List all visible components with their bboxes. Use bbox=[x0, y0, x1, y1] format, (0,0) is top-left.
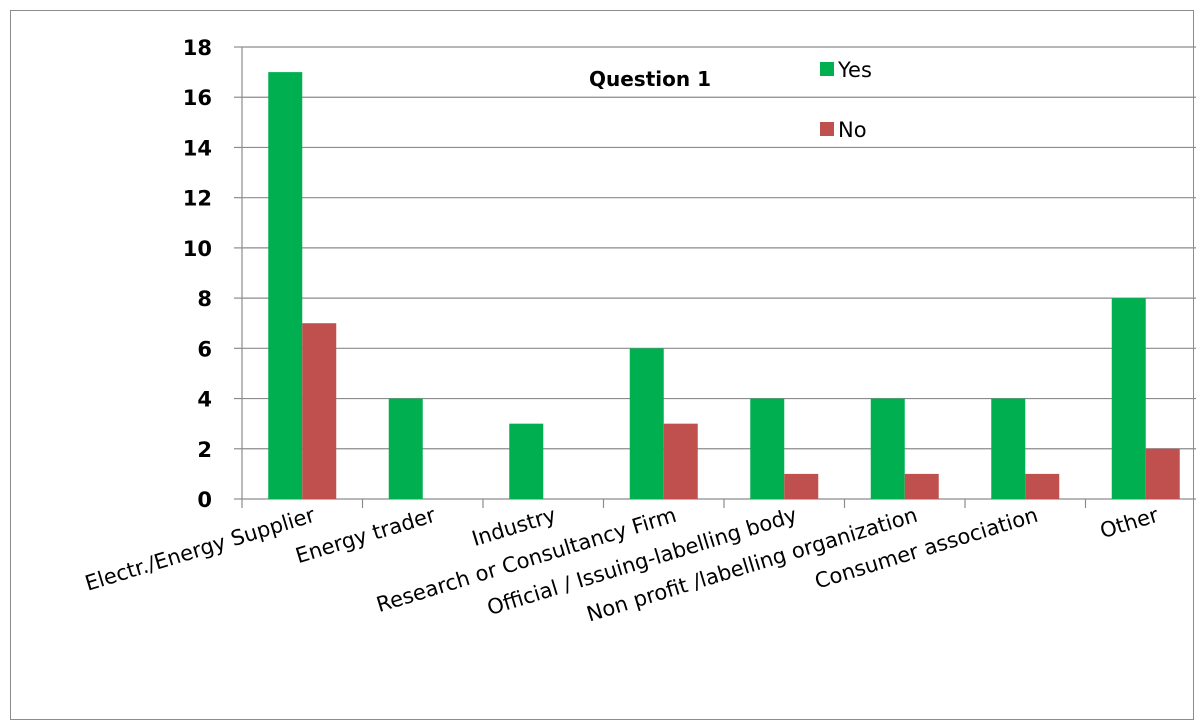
axes bbox=[234, 46, 1196, 508]
bar-no-4 bbox=[784, 473, 819, 499]
bar-yes-6 bbox=[991, 398, 1026, 499]
bar-yes-1 bbox=[388, 398, 423, 499]
y-tick-label: 18 bbox=[183, 36, 212, 60]
legend-swatch-no bbox=[820, 122, 834, 136]
bar-no-6 bbox=[1025, 473, 1060, 499]
y-tick-label: 8 bbox=[197, 287, 212, 311]
bar-yes-2 bbox=[509, 423, 544, 499]
bar-yes-5 bbox=[870, 398, 905, 499]
y-tick-label: 6 bbox=[197, 337, 212, 361]
y-tick-label: 12 bbox=[183, 187, 212, 211]
bar-yes-4 bbox=[750, 398, 785, 499]
bars bbox=[268, 72, 1180, 499]
chart-title: Question 1 bbox=[589, 67, 711, 91]
y-tick-label: 10 bbox=[183, 237, 212, 261]
legend-label-yes: Yes bbox=[837, 58, 872, 82]
gridlines bbox=[242, 46, 1196, 450]
bar-no-0 bbox=[302, 323, 337, 499]
legend-swatch-yes bbox=[820, 62, 834, 76]
y-tick-label: 2 bbox=[197, 438, 212, 462]
y-tick-label: 16 bbox=[183, 86, 212, 110]
x-tick-label: Other bbox=[1097, 503, 1161, 543]
bar-no-5 bbox=[904, 473, 939, 499]
x-tick-label: Electr./Energy Supplier bbox=[82, 503, 318, 596]
chart-frame bbox=[10, 10, 1194, 720]
bar-no-7 bbox=[1145, 448, 1180, 499]
bar-yes-7 bbox=[1111, 298, 1146, 499]
y-tick-labels: 0 2 4 6 8 10 12 14 16 18 bbox=[183, 36, 212, 512]
y-tick-label: 4 bbox=[197, 388, 212, 412]
y-tick-label: 0 bbox=[197, 488, 212, 512]
legend: Yes No bbox=[820, 58, 872, 142]
bar-no-3 bbox=[663, 423, 698, 499]
legend-label-no: No bbox=[838, 118, 867, 142]
bar-yes-3 bbox=[629, 348, 664, 499]
bar-yes-0 bbox=[268, 72, 303, 499]
y-tick-label: 14 bbox=[183, 136, 212, 160]
x-tick-label: Energy trader bbox=[293, 503, 439, 568]
